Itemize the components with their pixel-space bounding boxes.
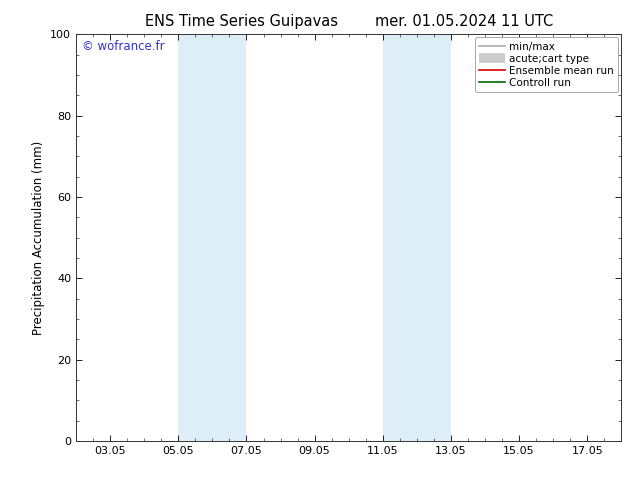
Legend: min/max, acute;cart type, Ensemble mean run, Controll run: min/max, acute;cart type, Ensemble mean …: [475, 37, 618, 92]
Y-axis label: Precipitation Accumulation (mm): Precipitation Accumulation (mm): [32, 141, 44, 335]
Bar: [178, 34, 247, 441]
Text: © wofrance.fr: © wofrance.fr: [82, 40, 164, 53]
Title: ENS Time Series Guipavas        mer. 01.05.2024 11 UTC: ENS Time Series Guipavas mer. 01.05.2024…: [145, 14, 553, 29]
Bar: [383, 34, 451, 441]
